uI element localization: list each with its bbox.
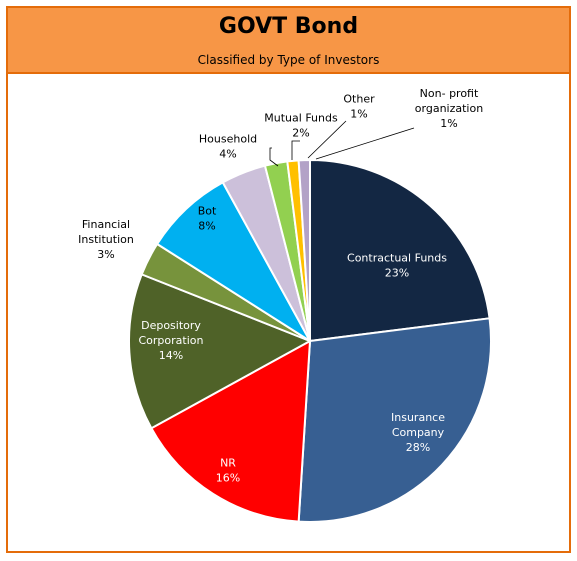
slice-name-label: organization <box>415 102 483 115</box>
chart-subtitle: Classified by Type of Investors <box>197 53 380 67</box>
slice-value-label: 2% <box>292 127 309 140</box>
slice-label-financial-institution: Financial Institution 3% <box>78 218 134 261</box>
slice-value-label: 3% <box>97 248 114 261</box>
slice-value-label: 28% <box>406 441 430 454</box>
slice-value-label: 16% <box>216 472 240 485</box>
pie-slice-depository-corporation <box>128 273 313 430</box>
slice-name-label: Institution <box>78 233 134 246</box>
slice-label-mutual-funds: Mutual Funds 2% <box>264 112 338 140</box>
pie-slice-insurance-company <box>297 317 492 523</box>
leader-lines <box>269 120 415 167</box>
slice-name-label: Bot <box>198 205 217 218</box>
pie-slices <box>128 158 492 523</box>
pie-slice-non-profit-organization <box>297 158 311 342</box>
pie-slice-nr <box>150 339 312 523</box>
leader-line-non-profit-organization <box>315 127 415 160</box>
slice-value-label: 8% <box>198 220 215 233</box>
slice-label-insurance-company: Insurance Company 28% <box>391 411 445 454</box>
slice-value-label: 14% <box>159 349 183 362</box>
pie-slice-contractual-funds <box>309 158 491 343</box>
slice-label-other: Other 1% <box>343 93 375 121</box>
leader-line-mutual-funds <box>291 140 300 160</box>
slice-name-label: Company <box>392 426 445 439</box>
slice-labels: Contractual Funds 23% Insurance Company 28% N… <box>78 87 483 485</box>
slice-name-label: Insurance <box>391 411 445 424</box>
chart-header: GOVT Bond Classified by Type of Investor… <box>8 8 569 74</box>
slice-label-bot: Bot 8% <box>198 205 217 233</box>
leader-line-household <box>269 147 279 167</box>
slice-name-label: Other <box>343 93 375 106</box>
slice-name-label: Financial <box>82 218 130 231</box>
slice-label-household: Household 4% <box>199 133 257 161</box>
slice-name-label: Household <box>199 133 257 146</box>
slice-value-label: 1% <box>440 117 457 130</box>
slice-label-contractual-funds: Contractual Funds 23% <box>347 252 447 280</box>
slice-name-label: Mutual Funds <box>264 112 338 125</box>
slice-value-label: 4% <box>219 148 236 161</box>
pie-slice-bot <box>155 181 311 342</box>
slice-name-label: NR <box>220 457 236 470</box>
slice-label-non-profit-organization: Non- profit organization 1% <box>415 87 483 130</box>
slice-label-depository-corporation: Depository Corporation 14% <box>139 319 204 362</box>
slice-value-label: 1% <box>350 108 367 121</box>
slice-value-label: 23% <box>385 267 409 280</box>
slice-name-label: Non- profit <box>420 87 479 100</box>
chart-title: GOVT Bond <box>218 14 359 39</box>
leader-line-other <box>307 120 347 159</box>
slice-name-label: Contractual Funds <box>347 252 447 265</box>
slice-label-nr: NR 16% <box>216 457 240 485</box>
slice-name-label: Depository <box>141 319 201 332</box>
slice-name-label: Corporation <box>139 334 204 347</box>
